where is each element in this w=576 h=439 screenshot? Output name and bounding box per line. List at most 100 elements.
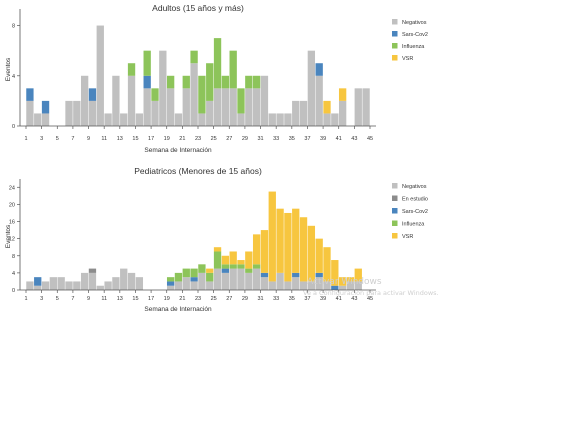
bar-sars-cov2 <box>143 75 151 89</box>
bar-negativos <box>26 281 34 290</box>
bar-influenza <box>182 268 190 278</box>
bar-vsr <box>338 88 347 101</box>
x-tick-label: 11 <box>101 296 107 302</box>
bar-vsr <box>323 100 331 114</box>
bar-influenza <box>213 38 222 89</box>
bar-vsr <box>315 238 323 273</box>
legend-swatch-influenza <box>392 220 398 226</box>
bar-negativos <box>292 277 300 290</box>
x-tick-label: 27 <box>226 136 232 142</box>
legend-label-vsr: VSR <box>402 234 413 240</box>
bar-negativos <box>284 281 292 290</box>
bar-negativos <box>174 113 183 126</box>
bar-vsr <box>354 268 362 282</box>
bar-vsr <box>260 230 269 273</box>
legend-label-en-estudio: En estudio <box>402 197 428 203</box>
x-tick-label: 1 <box>24 296 27 302</box>
bar-vsr <box>276 208 284 273</box>
bar-influenza <box>190 268 198 278</box>
bar-negativos <box>276 272 284 290</box>
x-tick-label: 17 <box>148 296 154 302</box>
bar-negativos <box>135 113 144 126</box>
y-tick-label: 8 <box>12 24 15 30</box>
x-tick-label: 41 <box>336 296 342 302</box>
bar-influenza <box>198 264 206 273</box>
bar-negativos <box>307 281 316 290</box>
bar-influenza <box>252 264 261 269</box>
bar-negativos <box>213 88 222 126</box>
x-tick-label: 15 <box>132 296 138 302</box>
bar-vsr <box>213 247 222 252</box>
bar-negativos <box>73 100 81 126</box>
bar-influenza <box>166 277 175 282</box>
bar-influenza <box>143 50 151 76</box>
x-tick-label: 9 <box>87 136 90 142</box>
y-tick-label: 4 <box>12 271 15 277</box>
bar-negativos <box>80 75 89 126</box>
bar-negativos <box>221 88 230 126</box>
y-tick-label: 0 <box>12 288 15 294</box>
bar-influenza <box>229 50 237 89</box>
x-tick-label: 9 <box>87 296 90 302</box>
bar-negativos <box>190 63 198 126</box>
x-tick-label: 1 <box>24 136 27 142</box>
x-tick-label: 13 <box>117 296 123 302</box>
y-tick-label: 24 <box>9 185 15 191</box>
bar-vsr <box>245 251 253 269</box>
x-tick-label: 33 <box>273 136 279 142</box>
bar-influenza <box>221 264 230 269</box>
bar-negativos <box>323 113 331 126</box>
bar-negativos <box>276 113 284 126</box>
bar-negativos <box>299 100 308 126</box>
x-tick-label: 19 <box>164 296 170 302</box>
legend-label-influenza: Influenza <box>402 44 425 50</box>
bar-negativos <box>268 113 276 126</box>
bar-negativos <box>190 281 198 290</box>
y-axis-label: Eventos <box>5 57 12 81</box>
legend-label-sars-cov2: Sars-Cov2 <box>402 32 428 38</box>
bar-influenza <box>166 75 175 89</box>
bar-influenza <box>245 268 253 273</box>
bar-negativos <box>26 100 34 126</box>
bar-negativos <box>315 75 323 126</box>
bar-negativos <box>245 272 253 290</box>
bar-negativos <box>182 277 190 290</box>
x-tick-label: 37 <box>304 136 310 142</box>
bar-sars-cov2 <box>26 88 34 101</box>
x-tick-label: 29 <box>242 136 248 142</box>
legend-swatch-influenza <box>392 43 398 49</box>
x-tick-label: 31 <box>257 136 263 142</box>
bar-negativos <box>252 88 261 126</box>
bar-negativos <box>65 100 73 126</box>
x-tick-label: 33 <box>273 296 279 302</box>
bar-influenza <box>198 75 206 114</box>
bar-negativos <box>57 277 65 290</box>
bar-negativos <box>120 268 128 290</box>
bar-sars-cov2 <box>260 272 269 278</box>
x-tick-label: 5 <box>56 296 59 302</box>
bar-negativos <box>206 281 214 290</box>
bar-negativos <box>135 277 144 290</box>
bar-negativos <box>127 75 136 126</box>
x-tick-label: 7 <box>71 296 74 302</box>
legend-label-vsr: VSR <box>402 56 413 62</box>
bar-negativos <box>96 25 104 126</box>
bar-negativos <box>143 88 151 126</box>
bar-influenza <box>252 75 261 89</box>
bar-negativos <box>88 272 97 290</box>
bar-vsr <box>268 191 276 282</box>
bar-en-estudio <box>88 268 97 273</box>
bar-negativos <box>198 272 206 290</box>
x-tick-label: 3 <box>40 136 43 142</box>
bar-negativos <box>229 88 237 126</box>
bar-sars-cov2 <box>315 272 323 278</box>
legend-label-sars-cov2: Sars-Cov2 <box>402 209 428 215</box>
bar-negativos <box>151 100 159 126</box>
x-tick-label: 39 <box>320 136 326 142</box>
legend-swatch-negativos <box>392 19 398 25</box>
bar-negativos <box>221 272 230 290</box>
bar-sars-cov2 <box>34 277 42 286</box>
legend-swatch-negativos <box>392 183 398 189</box>
bar-negativos <box>206 100 214 126</box>
